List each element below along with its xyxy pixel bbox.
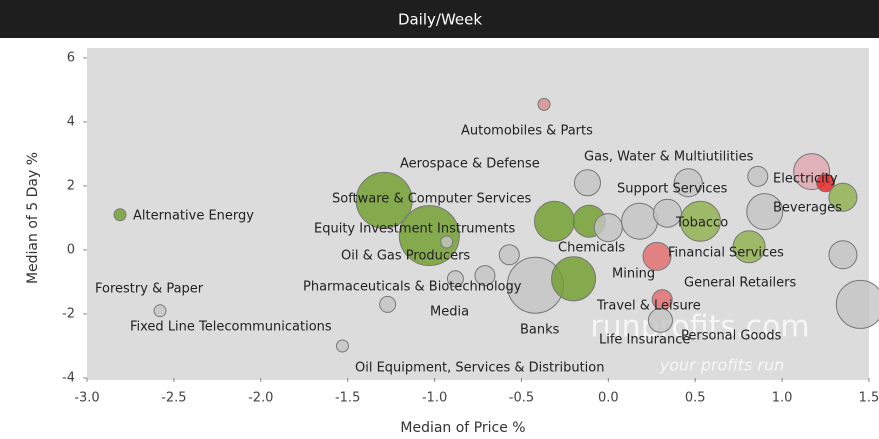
x-tick-label: -0.5 — [509, 391, 534, 406]
point-label: Software & Computer Services — [332, 192, 532, 207]
point-label: Travel & Leisure — [596, 299, 701, 314]
bubble — [113, 208, 127, 222]
point-label: Automobiles & Parts — [461, 124, 593, 139]
point-label: Financial Services — [668, 246, 784, 261]
chart-title: Daily/Week — [398, 11, 482, 29]
bubble — [679, 200, 721, 242]
bubble — [835, 279, 879, 329]
bubble — [732, 230, 766, 264]
bubble — [816, 173, 836, 193]
title-bar — [0, 0, 879, 38]
bubble — [498, 244, 520, 266]
plot-background — [87, 48, 869, 380]
point-label: Electricity — [773, 172, 838, 187]
y-tick-label: 2 — [67, 179, 75, 194]
bubble — [537, 97, 551, 111]
bubble — [747, 165, 769, 187]
point-label: Tobacco — [675, 216, 728, 231]
bubble — [593, 213, 623, 243]
x-tick-label: 0.5 — [685, 391, 706, 406]
bubble — [153, 304, 167, 318]
point-label: Mining — [612, 267, 655, 282]
bubble — [621, 202, 659, 240]
point-label: Alternative Energy — [133, 209, 254, 224]
x-tick-label: -1.5 — [335, 391, 360, 406]
point-label: General Retailers — [684, 276, 796, 291]
x-tick-label: 0.0 — [598, 391, 619, 406]
point-label: Life Insurance — [599, 333, 690, 348]
bubble — [551, 256, 597, 302]
y-tick-label: 4 — [67, 115, 75, 130]
point-label: Chemicals — [558, 241, 625, 256]
bubble — [642, 241, 672, 271]
bubble — [335, 339, 349, 353]
bubble — [533, 200, 575, 242]
watermark: runprofits.com — [590, 310, 809, 345]
watermark: your profits run — [659, 356, 784, 375]
point-label: Media — [430, 305, 469, 320]
point-label: Personal Goods — [681, 329, 782, 344]
y-tick-label: -2 — [62, 307, 75, 322]
x-axis-label: Median of Price % — [400, 420, 525, 436]
point-label: Oil & Gas Producers — [341, 249, 470, 264]
bubble — [398, 205, 460, 267]
x-tick-label: 1.5 — [859, 391, 879, 406]
point-label: Support Services — [617, 182, 728, 197]
y-tick-label: 6 — [67, 51, 75, 66]
point-label: Equity Investment Instruments — [314, 222, 516, 237]
y-tick-label: -4 — [62, 371, 75, 386]
point-label: Pharmaceuticals & Biotechnology — [303, 280, 522, 295]
bubble — [647, 307, 673, 333]
bubbles — [113, 97, 879, 353]
bubble — [652, 198, 682, 228]
point-label: Aerospace & Defense — [400, 157, 540, 172]
bubble — [474, 265, 496, 287]
y-tick-label: 0 — [67, 243, 75, 258]
point-label: Forestry & Paper — [95, 282, 204, 297]
x-tick-label: -1.0 — [422, 391, 447, 406]
bubble — [446, 270, 464, 288]
point-label: Gas, Water & Multiutilities — [584, 150, 754, 165]
bubble — [355, 171, 413, 229]
bubble — [828, 240, 858, 270]
point-label: Banks — [520, 323, 560, 338]
bubble — [379, 295, 397, 313]
bubble — [573, 169, 601, 197]
bubble — [828, 182, 858, 212]
point-label: Fixed Line Telecommunications — [130, 320, 332, 335]
bubble — [673, 168, 703, 198]
x-tick-label: -3.0 — [74, 391, 99, 406]
x-tick-label: 1.0 — [772, 391, 793, 406]
x-tick-label: -2.0 — [248, 391, 273, 406]
bubble — [746, 193, 784, 231]
y-axis-label: Median of 5 Day % — [25, 152, 41, 284]
point-label: Oil Equipment, Services & Distribution — [355, 361, 604, 376]
point-label: Beverages — [773, 201, 842, 216]
x-tick-label: -2.5 — [161, 391, 186, 406]
bubble — [440, 235, 454, 249]
